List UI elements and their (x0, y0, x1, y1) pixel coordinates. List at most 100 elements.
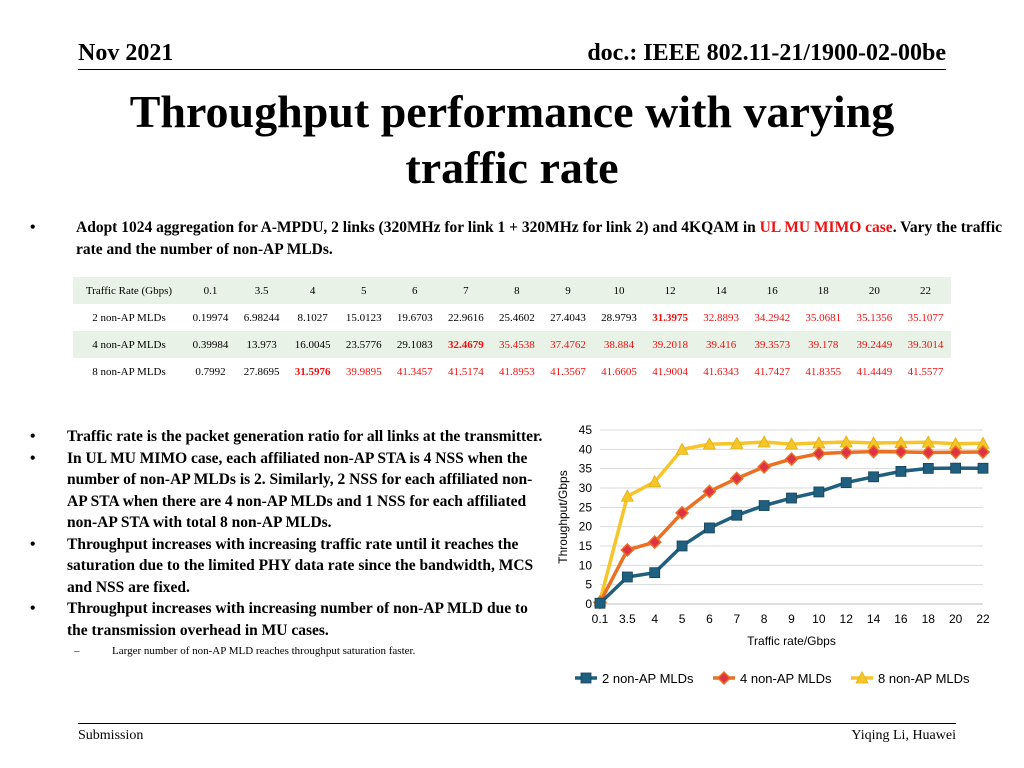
table-cell: 0.19974 (185, 304, 237, 331)
table-header-cell: 9 (542, 277, 594, 304)
data-point (895, 465, 907, 477)
table-row-label: 2 non-AP MLDs (73, 304, 185, 331)
footer-submission: Submission (78, 728, 144, 743)
table-cell: 16.0045 (287, 331, 339, 358)
x-tick-label: 6 (706, 612, 713, 626)
intro-highlight: UL MU MIMO case (759, 219, 893, 236)
table-cell: 41.3457 (389, 358, 441, 385)
explanation-bullets: • Traffic rate is the packet generation r… (30, 426, 550, 659)
table-header-cell: 12 (644, 277, 696, 304)
sub-bullet-dash: – (74, 645, 80, 657)
x-tick-label: 14 (867, 612, 881, 626)
table-cell: 41.5174 (440, 358, 492, 385)
data-point (702, 437, 717, 450)
table-header-cell: 7 (440, 277, 492, 304)
x-tick-label: 22 (976, 612, 990, 626)
table-cell: 39.9895 (338, 358, 390, 385)
table-row: 4 non-AP MLDs 0.39984 13.973 16.0045 23.5776… (73, 331, 951, 358)
data-point (757, 459, 772, 474)
data-point (813, 486, 825, 498)
intro-text: Adopt 1024 aggregation for A-MPDU, 2 lin… (76, 217, 1006, 261)
footer-divider (78, 723, 956, 724)
y-tick-label: 25 (579, 500, 593, 514)
table-cell: 35.1356 (848, 304, 900, 331)
table-cell: 41.8953 (491, 358, 543, 385)
data-point (840, 477, 852, 488)
table-cell: 32.8893 (695, 304, 747, 331)
table-cell: 27.4043 (542, 304, 594, 331)
data-point (975, 444, 991, 460)
table-cell: 23.5776 (338, 331, 390, 358)
throughput-table: Traffic Rate (Gbps) 0.1 3.5 4 5 6 7 8 9 10 12 14 16 1… (73, 277, 951, 385)
x-tick-label: 4 (651, 612, 658, 626)
bullet-item: • Throughput increases with increasing nu… (30, 598, 550, 641)
data-point (704, 522, 715, 534)
y-axis-title: Throughput/Gbps (556, 470, 570, 563)
y-tick-label: 20 (579, 520, 593, 534)
table-header-cell: 14 (695, 277, 747, 304)
table-cell: 41.5577 (899, 358, 951, 385)
table-header-cell: 22 (899, 277, 951, 304)
data-point (676, 540, 688, 552)
data-point (620, 489, 635, 502)
bullet-dot: • (30, 428, 36, 445)
legend-label: 4 non-AP MLDs (740, 671, 832, 686)
table-cell: 35.0681 (797, 304, 849, 331)
table-header-cell: 18 (797, 277, 849, 304)
bullet-dot: • (30, 535, 36, 553)
table-header-cell: 20 (848, 277, 900, 304)
data-point (784, 437, 799, 450)
table-cell: 39.2018 (644, 331, 696, 358)
header-doc-id: doc.: IEEE 802.11-21/1900-02-00be (587, 40, 946, 66)
data-point (893, 444, 908, 459)
table-cell: 15.0123 (338, 304, 390, 331)
table-cell: 34.2942 (746, 304, 798, 331)
header-divider (78, 69, 946, 70)
data-point (729, 471, 744, 486)
table-header-cell: 8 (491, 277, 543, 304)
legend-label: 8 non-AP MLDs (878, 671, 970, 686)
table-header-cell: 6 (389, 277, 441, 304)
table-row: 2 non-AP MLDs 0.19974 6.98244 8.1027 15.0123… (73, 304, 951, 331)
table-cell: 41.9004 (644, 358, 696, 385)
bullet-text: Throughput increases with increasing tra… (67, 535, 534, 596)
data-point (675, 442, 689, 455)
table-cell: 0.39984 (185, 331, 237, 358)
data-point (730, 436, 744, 449)
x-tick-label: 12 (840, 612, 854, 626)
legend-marker (855, 671, 869, 684)
table-cell: 27.8695 (236, 358, 288, 385)
data-point (731, 509, 743, 521)
y-tick-label: 35 (579, 462, 593, 476)
x-tick-label: 10 (812, 612, 826, 626)
legend-marker (716, 670, 732, 686)
data-point (649, 567, 661, 579)
table-cell: 41.7427 (746, 358, 798, 385)
table-cell: 39.2449 (848, 331, 900, 358)
data-point (620, 542, 635, 558)
table-cell: 31.5976 (287, 358, 339, 385)
table-cell: 35.1077 (899, 304, 951, 331)
sub-bullet: – Larger number of non-AP MLD reaches thr… (30, 643, 550, 659)
data-point (950, 462, 962, 474)
data-point (839, 445, 854, 460)
y-tick-label: 0 (585, 597, 592, 611)
table-header-cell: 4 (287, 277, 339, 304)
data-point (647, 535, 662, 550)
x-tick-label: 18 (922, 612, 936, 626)
table-cell: 41.6605 (593, 358, 645, 385)
table-cell: 39.416 (695, 331, 747, 358)
y-tick-label: 10 (579, 558, 593, 572)
table-cell: 31.3975 (644, 304, 696, 331)
x-tick-label: 8 (761, 612, 768, 626)
data-point (811, 446, 826, 461)
data-point (786, 492, 797, 504)
bullet-item: • In UL MU MIMO case, each affiliated non… (30, 448, 550, 534)
sub-bullet-text: Larger number of non-AP MLD reaches thro… (112, 645, 416, 657)
data-point (648, 474, 662, 488)
table-header-cell: 3.5 (236, 277, 288, 304)
table-cell: 37.4762 (542, 331, 594, 358)
x-axis-title: Traffic rate/Gbps (747, 634, 836, 648)
table-cell: 41.6343 (695, 358, 747, 385)
